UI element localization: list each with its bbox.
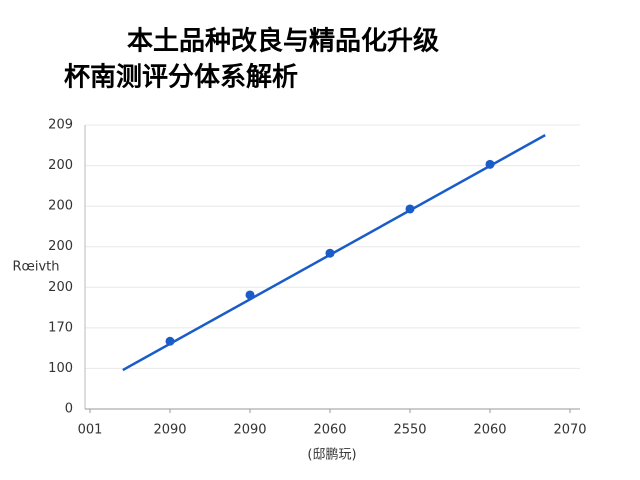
y-tick-label: 100 [48,361,73,376]
x-tick-label: 2090 [233,423,266,438]
x-tick-label: 001 [78,423,103,438]
point [485,159,495,169]
y-tick-label: 200 [48,158,73,173]
y-tick-label: 209 [48,118,73,133]
chart-title: 本土品种改良与精品化升级 [127,26,439,57]
y-tick-label: 200 [48,239,73,254]
x-tick-label: 2060 [313,423,346,438]
x-tick-label: 2070 [553,423,586,438]
point [325,248,335,258]
y-tick-label: 0 [65,402,73,417]
point [405,204,415,214]
point [245,290,255,300]
x-axis-label: (邸鹏玩) [307,448,356,463]
chart-title: 杯南测评分体系解析 [64,63,298,93]
point [165,336,175,346]
y-axis-label: Rœivth [13,260,60,275]
x-tick-label: 2090 [153,423,186,438]
y-tick-label: 170 [48,320,73,335]
x-tick-label: 2550 [393,423,426,438]
y-tick-label: 200 [48,199,73,214]
x-tick-label: 2060 [473,423,506,438]
y-tick-label: 200 [48,280,73,295]
